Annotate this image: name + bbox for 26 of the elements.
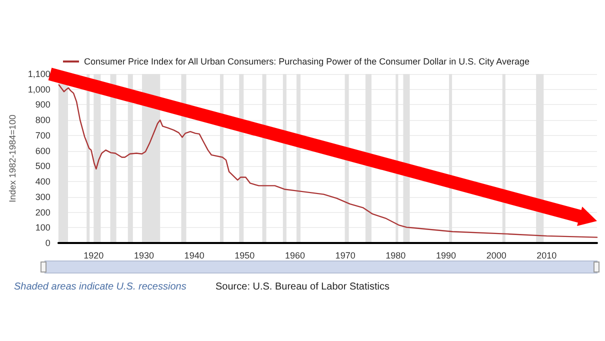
- y-tick-label: 800: [35, 115, 50, 126]
- y-tick-label: 400: [35, 176, 50, 187]
- y-tick-label: 900: [35, 100, 50, 110]
- x-tick-label: 1970: [335, 250, 356, 260]
- x-tick-label: 1980: [386, 250, 406, 260]
- source-note: Source: U.S. Bureau of Labor Statistics: [216, 282, 390, 292]
- x-tick-label: 2010: [536, 250, 557, 260]
- y-tick-label: 500: [35, 161, 50, 172]
- x-tick-label: 1940: [184, 250, 204, 260]
- x-tick-label: 2000: [486, 250, 506, 260]
- y-tick-label: 1,100: [28, 69, 50, 79]
- x-tick-label: 1930: [134, 250, 154, 260]
- x-tick-label: 1920: [84, 250, 104, 260]
- text: Shaded areas indicate U.S. recessions: [14, 282, 186, 292]
- y-tick-label: 0: [45, 238, 50, 248]
- x-tick-label: 1950: [234, 250, 255, 260]
- y-tick-label: 100: [35, 222, 50, 233]
- legend-label: Consumer Price Index for All Urban Consumers: Purchasing Power of the Consumer Dollar in U.S. City Average: [84, 56, 530, 66]
- y-tick-label: 1,000: [28, 84, 50, 94]
- y-tick-label: 600: [35, 146, 50, 156]
- x-tick-label: 1960: [284, 250, 306, 260]
- y-tick-label: 200: [35, 207, 50, 218]
- y-tick-label: 700: [35, 130, 50, 140]
- y-tick-label: 300: [35, 192, 50, 202]
- x-tick-label: 1990: [436, 250, 456, 260]
- y-axis-title: Index 1982-1984=100: [8, 114, 18, 202]
